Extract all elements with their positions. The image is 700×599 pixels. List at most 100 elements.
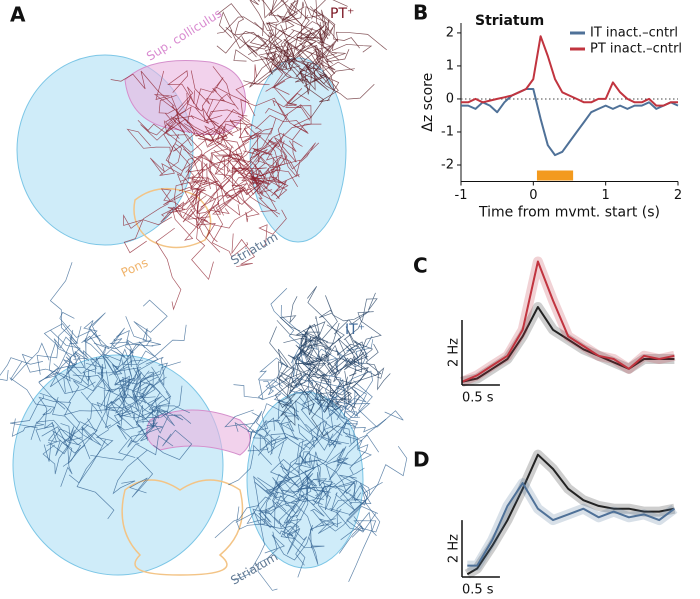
series-line [466,453,675,576]
axon-fiber [208,119,247,170]
axon-fiber [167,70,200,111]
y-tick-label: 1 [446,58,454,73]
axon-fiber [307,367,352,407]
y-tick-label: 2 [446,25,454,40]
axon-fiber [252,495,296,528]
axon-fiber [164,96,191,140]
axon-fiber [290,423,337,503]
axon-fiber [139,383,175,427]
axon-fiber [159,143,182,176]
axon-fiber [255,103,309,134]
axon-fiber [274,476,301,507]
axon-fiber [279,439,308,479]
axon-fiber [225,27,258,58]
axon-fiber [307,63,339,103]
y-tick-label: -1 [441,124,454,139]
axon-fiber [304,0,348,19]
axon-fiber [272,465,300,493]
axon-fiber [297,471,315,493]
series-line [461,306,675,383]
axon-fiber [190,193,253,229]
axon-fiber [328,355,357,377]
axon-fiber [300,402,342,445]
axon-fiber [161,208,203,241]
axon-fiber [116,329,152,354]
axon-fiber [257,433,289,456]
axon-fiber [299,61,319,91]
axon-fiber [330,367,369,396]
axon-fiber [114,370,150,398]
axon-fiber [121,324,187,381]
colliculus-shape [124,59,247,135]
axon-fiber [112,357,136,389]
axon-fiber [118,379,131,404]
colliculus-shape [146,409,251,456]
axon-fiber [333,446,349,467]
axon-fiber [182,148,220,214]
axon-fiber [133,299,168,346]
x-tick-label: 0 [529,188,537,203]
axon-fiber [190,77,224,124]
axon-fiber [250,420,281,440]
region-label: Striatum [228,230,280,268]
axon-fiber [160,206,183,223]
chart-title: Striatum [475,13,544,29]
series-line [461,88,679,157]
y-axis-label: Δz score [420,73,436,132]
axon-fiber [191,176,223,190]
axon-fiber [83,320,98,358]
axon-fiber [212,66,239,110]
axon-fiber [59,311,110,350]
axon-fiber [116,380,157,419]
legend-label: PT inact.–cntrl [590,42,682,57]
series-line [467,482,675,567]
axon-fiber [83,350,106,390]
axon-fiber [165,113,195,134]
axon-fiber [272,137,297,175]
axon-fiber [190,159,207,192]
axon-fiber [257,381,292,405]
axon-fiber [52,396,102,446]
axon-fiber [163,170,195,206]
y-tick-label: -2 [441,157,454,172]
axon-fiber [315,457,345,499]
axon-fiber [306,344,342,388]
axon-fiber [259,52,292,75]
x-tick-label: -1 [455,188,468,203]
axon-fiber [312,471,334,499]
axon-fiber [345,311,382,359]
axon-fiber [243,41,301,85]
axon-fiber [257,477,313,532]
region-label: Pons [119,255,150,280]
axon-fiber [132,371,159,405]
scale-label: 2 Hz [447,338,462,367]
axon-fiber [345,435,369,475]
pons-shape [121,479,244,576]
axon-fiber [287,469,317,522]
axon-fiber [189,179,241,217]
axon-fiber [229,149,278,218]
axon-fiber [160,188,195,208]
axon-fiber [231,118,263,162]
axon-fiber [319,19,340,61]
axon-fiber [274,379,296,409]
axon-fiber [314,45,350,70]
axon-fiber [201,86,256,122]
axon-fiber [126,128,171,152]
axon-fiber [263,377,276,396]
axon-fiber [280,30,313,84]
axon-fiber [295,357,315,416]
axon-fiber [257,357,289,383]
axon-fiber [253,463,290,523]
axon-fiber [277,348,344,398]
axon-fiber [272,477,309,495]
axon-fiber [65,356,109,374]
axon-fiber [81,335,144,375]
axon-fiber [264,524,313,561]
axon-fiber [62,426,82,467]
axon-fiber [297,423,319,449]
axon-fiber [228,444,272,486]
axon-fiber [254,480,291,518]
x-axis-label: Time from mvmt. start (s) [478,205,660,221]
